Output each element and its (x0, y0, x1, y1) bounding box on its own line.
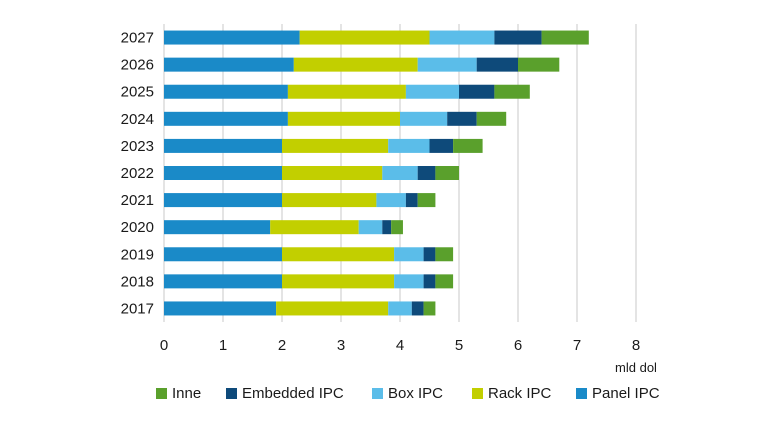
bar-inne-2027 (541, 30, 589, 45)
legend: Inne Embedded IPC Box IPC Rack IPC Panel IPC (156, 385, 660, 402)
y-tick-label: 2021 (121, 192, 154, 209)
bar-box-ipc-2023 (388, 138, 430, 153)
y-tick-label: 2019 (121, 246, 154, 263)
x-axis-labels: 0 1 2 3 4 5 6 7 8 (160, 337, 640, 354)
bar-panel-ipc-2020 (164, 220, 271, 235)
bar-rack-ipc-2027 (299, 30, 430, 45)
bar-embedded-ipc-2023 (429, 138, 454, 153)
bar-rack-ipc-2017 (276, 301, 389, 316)
bar-embedded-ipc-2018 (423, 274, 436, 289)
bar-panel-ipc-2023 (164, 138, 282, 153)
bar-embedded-ipc-2027 (494, 30, 542, 45)
legend-label-rack-ipc: Rack IPC (488, 385, 552, 402)
bar-panel-ipc-2019 (164, 247, 282, 262)
legend-swatch-inne (156, 388, 167, 399)
y-tick-label: 2018 (121, 273, 154, 290)
bar-inne-2022 (435, 166, 459, 180)
bar-box-ipc-2027 (429, 30, 495, 45)
bar-panel-ipc-2021 (164, 193, 282, 208)
bar-embedded-ipc-2026 (476, 57, 518, 72)
bar-embedded-ipc-2020 (382, 220, 392, 235)
y-axis-labels: 2027 2026 2025 2024 2023 2022 2021 2020 2019 2018… (121, 30, 154, 318)
x-tick-label: 8 (632, 337, 640, 354)
legend-swatch-rack-ipc (472, 388, 483, 399)
x-tick-label: 3 (337, 337, 345, 354)
y-tick-label: 2022 (121, 165, 154, 182)
bar-box-ipc-2020 (358, 220, 383, 235)
bar-embedded-ipc-2024 (447, 111, 477, 126)
x-tick-label: 6 (514, 337, 522, 354)
bar-panel-ipc-2018 (164, 274, 282, 289)
legend-label-embedded-ipc: Embedded IPC (242, 385, 344, 402)
bar-box-ipc-2025 (405, 84, 459, 99)
bar-inne-2018 (435, 274, 454, 289)
bar-box-ipc-2026 (417, 57, 477, 72)
bar-box-ipc-2019 (394, 247, 424, 262)
legend-swatch-box-ipc (372, 388, 383, 399)
y-tick-label: 2025 (121, 84, 154, 101)
bar-rack-ipc-2018 (282, 274, 395, 289)
bar-inne-2017 (423, 301, 436, 316)
bar-panel-ipc-2024 (164, 111, 288, 126)
bar-embedded-ipc-2017 (411, 301, 424, 316)
bar-embedded-ipc-2022 (417, 166, 436, 180)
legend-swatch-panel-ipc (576, 388, 587, 399)
x-tick-label: 4 (396, 337, 404, 354)
bar-inne-2024 (476, 111, 507, 126)
bar-embedded-ipc-2019 (423, 247, 436, 262)
legend-label-inne: Inne (172, 385, 201, 402)
x-tick-label: 7 (573, 337, 581, 354)
bar-embedded-ipc-2021 (405, 193, 418, 208)
bar-box-ipc-2021 (376, 193, 406, 208)
bar-rack-ipc-2026 (293, 57, 418, 72)
y-tick-label: 2024 (121, 111, 154, 128)
x-axis-title: mld dol (615, 360, 657, 375)
y-tick-label: 2020 (121, 219, 154, 236)
bar-panel-ipc-2022 (164, 166, 282, 180)
bar-box-ipc-2018 (394, 274, 424, 289)
bar-inne-2021 (417, 193, 436, 208)
bar-inne-2019 (435, 247, 454, 262)
legend-swatch-embedded-ipc (226, 388, 237, 399)
bar-embedded-ipc-2025 (459, 84, 495, 99)
bar-rack-ipc-2023 (282, 138, 389, 153)
bar-rack-ipc-2021 (282, 193, 377, 208)
bar-inne-2025 (494, 84, 530, 99)
x-tick-label: 0 (160, 337, 168, 354)
bar-panel-ipc-2017 (164, 301, 277, 316)
bar-inne-2020 (391, 220, 403, 235)
bar-box-ipc-2017 (388, 301, 412, 316)
bar-box-ipc-2024 (400, 111, 448, 126)
bar-rack-ipc-2024 (287, 111, 400, 126)
bar-rack-ipc-2020 (270, 220, 359, 235)
bars-group (164, 30, 589, 316)
bar-panel-ipc-2025 (164, 84, 288, 99)
x-tick-label: 1 (219, 337, 227, 354)
y-tick-label: 2017 (121, 300, 154, 317)
y-tick-label: 2026 (121, 57, 154, 74)
legend-label-box-ipc: Box IPC (388, 385, 443, 402)
bar-panel-ipc-2026 (164, 57, 294, 72)
bar-inne-2026 (518, 57, 560, 72)
bar-rack-ipc-2019 (282, 247, 395, 262)
y-tick-label: 2027 (121, 30, 154, 47)
y-tick-label: 2023 (121, 138, 154, 155)
bar-box-ipc-2022 (382, 166, 418, 180)
bar-panel-ipc-2027 (164, 30, 300, 45)
bar-inne-2023 (453, 138, 483, 153)
bar-rack-ipc-2025 (287, 84, 406, 99)
x-tick-label: 2 (278, 337, 286, 354)
x-tick-label: 5 (455, 337, 463, 354)
legend-label-panel-ipc: Panel IPC (592, 385, 660, 402)
bar-rack-ipc-2022 (282, 166, 383, 180)
